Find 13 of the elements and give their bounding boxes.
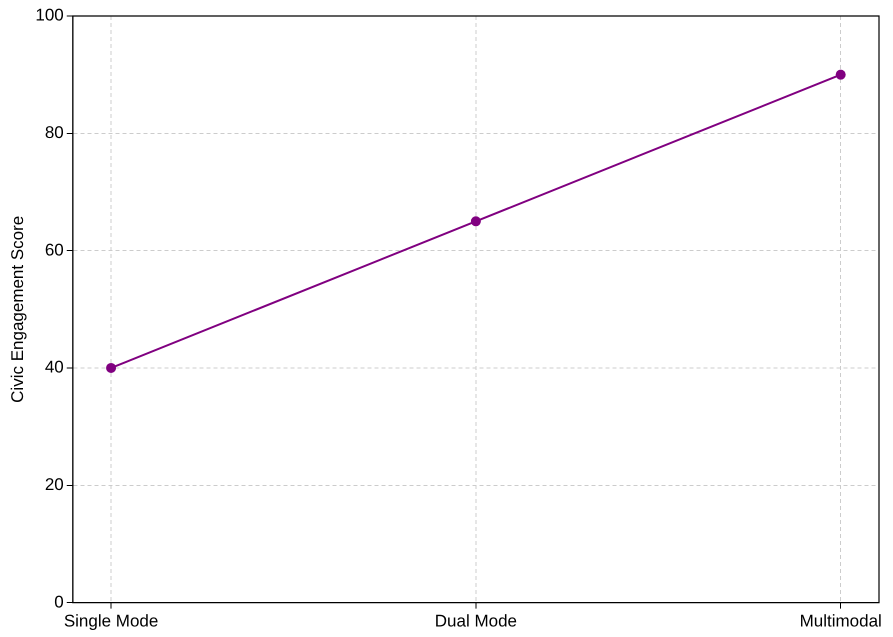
y-tick-label: 100 [35, 6, 64, 25]
x-tick-label: Single Mode [64, 611, 158, 630]
x-tick-label: Multimodal [800, 611, 882, 630]
point [470, 216, 481, 226]
y-tick-label: 60 [44, 240, 64, 260]
y-tick-label: 0 [54, 592, 64, 612]
y-axis-title: Civic Engagement Score [8, 216, 27, 403]
x-tick-label: Dual Mode [434, 611, 517, 630]
point [106, 362, 116, 373]
y-tick-label: 40 [44, 358, 64, 377]
y-tick-label: 80 [44, 123, 64, 142]
point [836, 70, 846, 80]
y-tick-label: 20 [44, 474, 64, 494]
